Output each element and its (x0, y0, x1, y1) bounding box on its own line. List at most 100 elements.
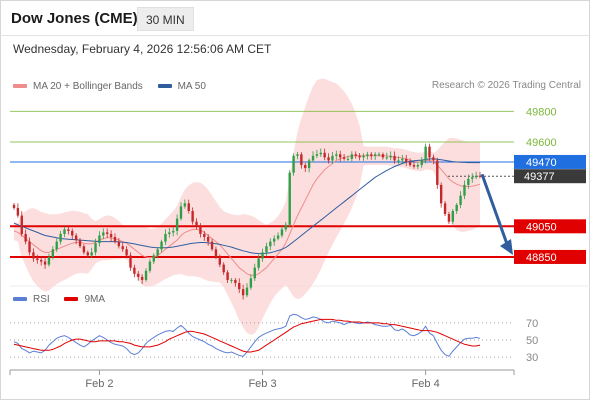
resistance-label: 49600 (526, 137, 557, 149)
candle-body (358, 155, 361, 158)
candle-body (187, 203, 190, 211)
candle-body (373, 154, 377, 156)
candle-body (98, 235, 101, 244)
candle-body (168, 232, 171, 234)
support-tag (514, 249, 586, 264)
candle-body (43, 261, 47, 265)
candle-body (467, 178, 470, 185)
candle-body (265, 246, 268, 253)
candle-body (86, 252, 89, 256)
candle-body (471, 177, 474, 179)
candle-body (300, 154, 303, 166)
candle-body (319, 152, 322, 155)
candle-body (311, 155, 315, 161)
candle-body (90, 252, 93, 256)
candle-body (152, 255, 155, 262)
candle-body (113, 237, 117, 242)
x-tick-label: Feb 2 (85, 378, 113, 390)
candle-body (32, 252, 35, 259)
price-legend: MA 20 + Bollinger Bands MA 50 (13, 80, 218, 92)
candle-body (459, 195, 462, 205)
copyright-notice: Research © 2026 Trading Central (431, 80, 581, 91)
rsi-legend: RSI 9MA (13, 293, 117, 305)
legend-swatch-rsi (13, 297, 27, 301)
candle-body (39, 260, 43, 262)
candle-body (230, 279, 233, 281)
candle-body (210, 241, 214, 250)
current-price-label: 49377 (524, 171, 555, 183)
pivot-label: 49470 (526, 157, 557, 169)
candle-body (389, 155, 392, 158)
candle-body (245, 287, 249, 296)
candle-body (179, 206, 183, 219)
candle-body (272, 238, 276, 242)
candle-body (28, 241, 31, 253)
candle-body (284, 224, 288, 230)
candle-body (362, 155, 365, 158)
support-label: 49050 (526, 221, 557, 233)
candle-body (129, 255, 132, 268)
candle-body (253, 267, 256, 279)
candle-body (78, 240, 82, 247)
candle-body (175, 218, 179, 231)
candle-body (276, 235, 280, 239)
candle-body (20, 215, 23, 234)
candle-body (323, 152, 326, 158)
x-tick-label: Feb 3 (248, 378, 276, 390)
legend-label-ma50: MA 50 (177, 80, 206, 92)
candle-body (342, 157, 346, 159)
candle-body (339, 154, 342, 158)
candle-body (102, 232, 105, 236)
candle-body (335, 154, 338, 156)
legend-label-9ma: 9MA (84, 293, 106, 305)
candle-body (82, 246, 86, 253)
candle-body (156, 249, 159, 256)
interval-badge[interactable]: 30 MIN (137, 7, 194, 31)
candle-body (269, 241, 272, 247)
candle-body (148, 261, 152, 271)
rsi-9ma-line (13, 318, 481, 353)
candle-body (117, 241, 121, 247)
legend-item-rsi: RSI (13, 294, 50, 305)
legend-label-rsi: RSI (33, 293, 50, 305)
candle-body (199, 226, 202, 234)
candle-body (234, 279, 237, 283)
candle-body (226, 272, 229, 280)
candle-body (405, 158, 408, 162)
x-tick-label: Feb 4 (412, 378, 440, 390)
candle-body (55, 241, 58, 250)
candle-body (315, 154, 319, 156)
candle-body (183, 203, 187, 207)
candle-body (191, 210, 194, 222)
candle-body (393, 155, 396, 161)
candle-body (296, 154, 299, 156)
candle-body (304, 165, 307, 169)
candle-body (125, 249, 128, 256)
rsi-tick-label: 50 (526, 335, 538, 347)
candle-body (478, 175, 482, 177)
pivot-tag (514, 154, 586, 169)
candle-body (331, 155, 334, 161)
candle-body (463, 184, 466, 196)
legend-label-ma20: MA 20 + Bollinger Bands (33, 80, 143, 92)
candle-body (280, 229, 284, 236)
candle-body (222, 264, 225, 273)
candle-body (451, 210, 455, 222)
candle-body (94, 243, 97, 253)
candle-body (195, 221, 198, 227)
candle-body (71, 230, 74, 236)
candle-body (377, 154, 381, 156)
candle-body (385, 157, 388, 159)
candle-body (203, 233, 206, 238)
candle-body (432, 157, 435, 161)
candle-body (261, 252, 264, 259)
candle-body (12, 204, 16, 208)
candle-body (455, 204, 458, 211)
candle-body (401, 158, 404, 161)
forecast-arrow-head (500, 238, 513, 255)
candle-body (160, 241, 163, 250)
support-label: 48850 (526, 252, 557, 264)
chart-header: Dow Jones (CME) 30 MIN (0, 0, 590, 36)
support-tag (514, 219, 586, 234)
